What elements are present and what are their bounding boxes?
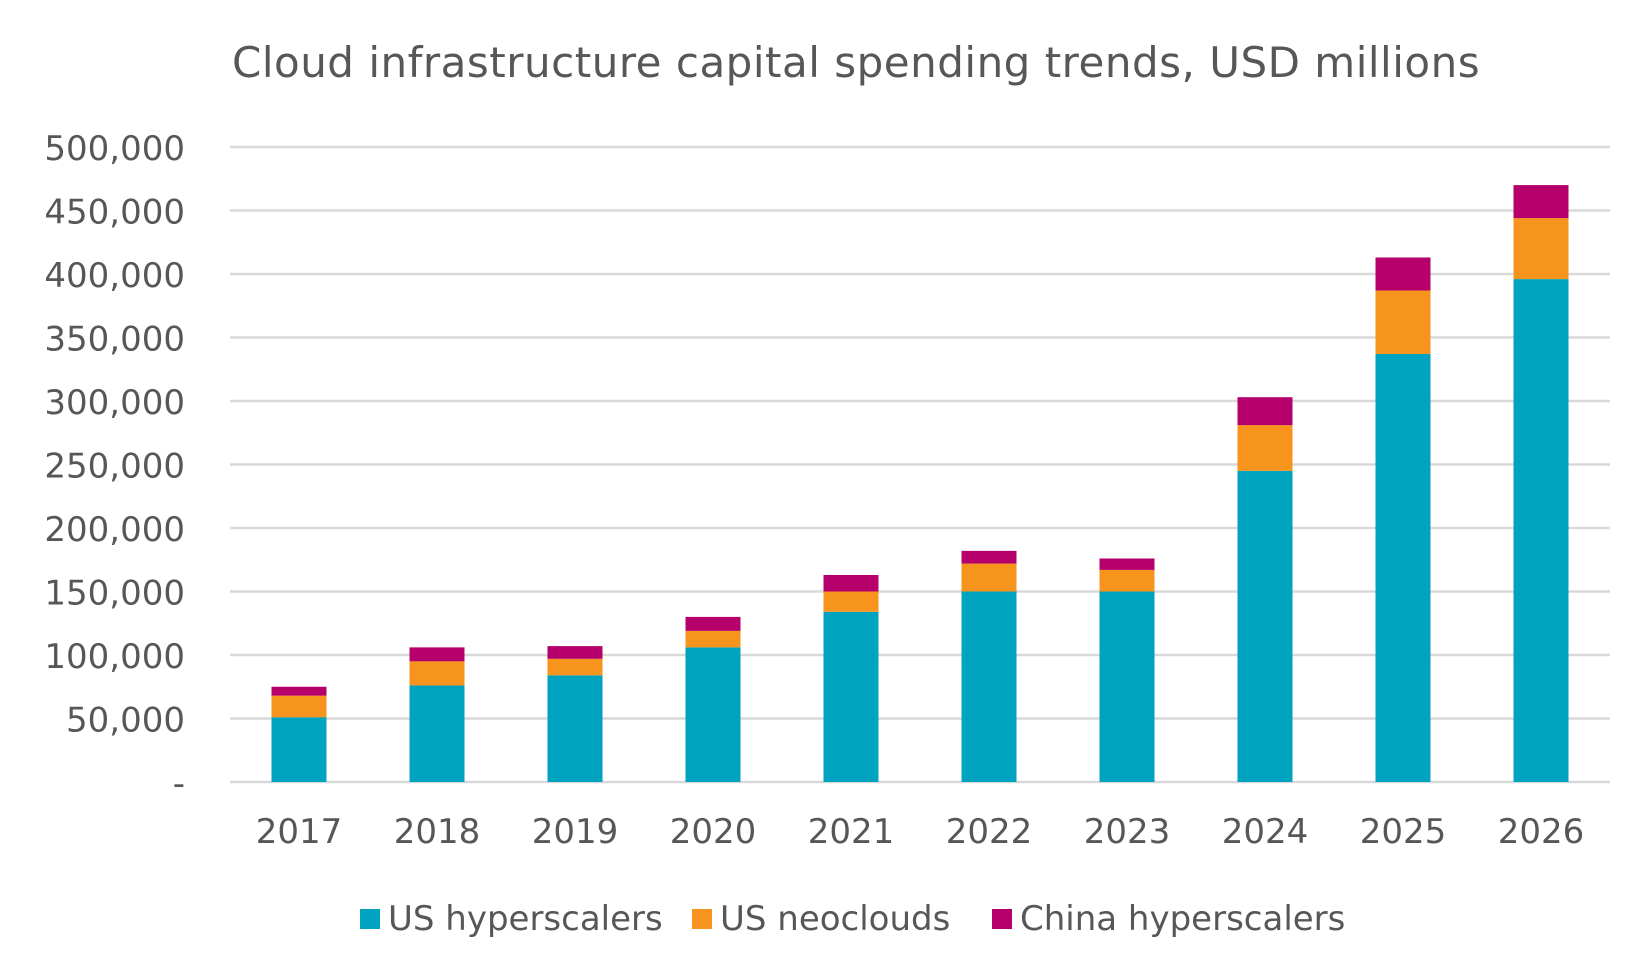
bar-2020-us-neoclouds [685,630,741,648]
legend-swatch [360,909,380,929]
x-tick-label: 2022 [946,812,1033,852]
y-tick-label: 100,000 [44,637,185,677]
bar-2019-us-hyperscalers [547,675,603,782]
legend-label: US hyperscalers [388,899,663,939]
y-tick-label: 350,000 [44,320,185,360]
bar-2024-china-hyperscalers [1237,397,1293,426]
bar-2020-us-hyperscalers [685,647,741,782]
bars [271,185,1569,782]
legend-swatch [992,909,1012,929]
bar-2022-us-hyperscalers [961,591,1017,782]
bar-2026-china-hyperscalers [1513,185,1569,219]
bar-2018-china-hyperscalers [409,647,465,662]
bar-2022-china-hyperscalers [961,550,1017,564]
legend: US hyperscalers US neoclouds China hypersc… [360,899,1345,939]
bar-2025-us-neoclouds [1375,290,1431,355]
bar-2023-us-neoclouds [1099,569,1155,592]
bar-2021-china-hyperscalers [823,574,879,592]
bar-2021-us-hyperscalers [823,611,879,782]
y-tick-label: 500,000 [44,129,185,169]
y-tick-label: 400,000 [44,256,185,296]
bar-2017-us-neoclouds [271,695,327,718]
y-tick-label: 50,000 [66,701,185,741]
x-tick-label: 2025 [1360,812,1447,852]
x-tick-label: 2018 [394,812,481,852]
bar-2019-us-neoclouds [547,658,603,676]
bar-2021-us-neoclouds [823,591,879,612]
x-tick-label: 2017 [256,812,343,852]
bar-2025-china-hyperscalers [1375,257,1431,291]
bar-2023-china-hyperscalers [1099,558,1155,570]
x-tick-label: 2026 [1498,812,1585,852]
legend-swatch [692,909,712,929]
bar-2017-china-hyperscalers [271,686,327,696]
x-tick-label: 2020 [670,812,757,852]
bar-2022-us-neoclouds [961,563,1017,592]
legend-label: China hyperscalers [1020,899,1345,939]
y-tick-label: 250,000 [44,447,185,487]
y-tick-label: 150,000 [44,574,185,614]
x-tick-label: 2024 [1222,812,1309,852]
y-axis-tick-labels: - 50,000 100,000 150,000 200,000 250,000 300,0… [44,129,185,804]
x-tick-label: 2021 [808,812,895,852]
bar-2024-us-neoclouds [1237,425,1293,471]
bar-2019-china-hyperscalers [547,646,603,659]
bar-2026-us-hyperscalers [1513,279,1569,782]
bar-2023-us-hyperscalers [1099,591,1155,782]
y-tick-label: 300,000 [44,383,185,423]
bar-2020-china-hyperscalers [685,616,741,631]
bar-2024-us-hyperscalers [1237,470,1293,782]
x-tick-label: 2023 [1084,812,1171,852]
y-tick-label: 200,000 [44,510,185,550]
bar-2025-us-hyperscalers [1375,354,1431,782]
x-axis-tick-labels: 2017 2018 2019 2020 2021 2022 2023 2024 2025 2026 [256,812,1585,852]
bar-2018-us-neoclouds [409,661,465,686]
y-tick-label: 450,000 [44,193,185,233]
bar-2017-us-hyperscalers [271,717,327,782]
x-tick-label: 2019 [532,812,619,852]
bar-2018-us-hyperscalers [409,685,465,782]
bar-2026-us-neoclouds [1513,218,1569,280]
legend-label: US neoclouds [720,899,950,939]
chart-title: Cloud infrastructure capital spending tr… [232,38,1481,87]
y-tick-label: - [173,764,185,804]
